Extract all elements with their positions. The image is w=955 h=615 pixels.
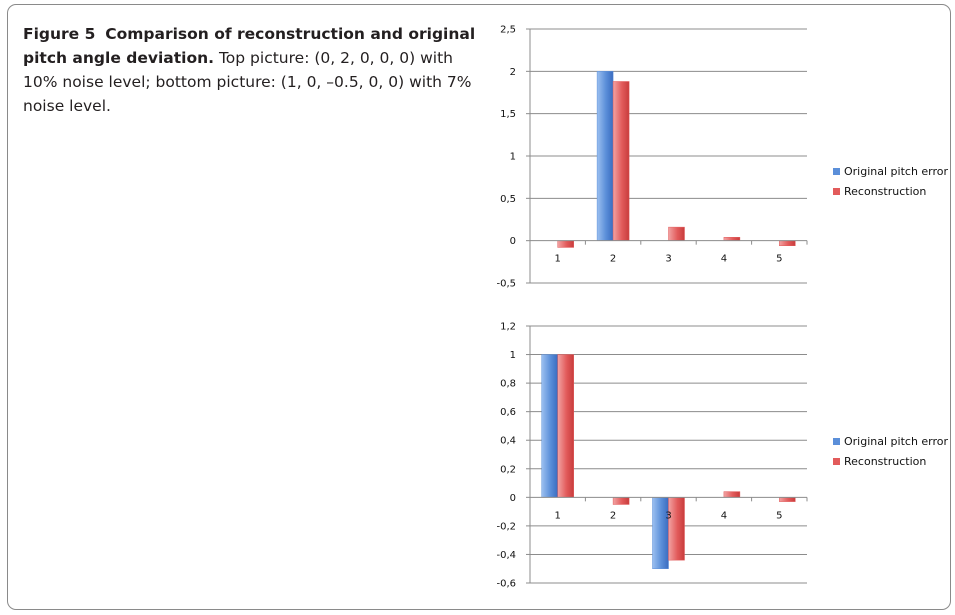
y-tick-label: 1,5 [500,109,516,120]
figure-caption: Figure 5 Comparison of reconstruction an… [23,22,478,118]
x-tick-label: 4 [721,510,727,521]
legend-item-reconstruction: Reconstruction [833,181,948,201]
y-tick-label: 0 [510,236,516,247]
legend-swatch-original [833,437,840,445]
bar-original-3 [652,497,669,569]
figure-label: Figure 5 [23,25,96,43]
y-tick-label: 2,5 [500,25,516,36]
legend-label-reconstruction: Reconstruction [844,184,927,198]
top-chart-legend: Original pitch error Reconstruction [833,161,948,201]
bar-original-1 [541,354,558,498]
x-tick-label: 1 [555,510,561,521]
x-tick-label: 1 [555,254,561,265]
bottom-chart: 1,2 1 0,8 0,6 0,4 0,2 0 -0,2 -0,4 -0,6 1 2 3 4 5 [496,322,808,590]
x-tick-label: 4 [721,254,727,265]
bar-reconstruction-1 [557,240,574,248]
bar-reconstruction-1 [557,354,574,498]
y-tick-label: 2 [510,67,516,78]
x-tick-label: 5 [776,254,782,265]
y-tick-label: 1 [510,152,516,163]
legend-item-original: Original pitch error [833,431,948,451]
y-tick-label: -0,5 [496,279,516,290]
y-tick-label: 0,6 [500,407,516,418]
x-tick-label: 5 [776,510,782,521]
figure-caption-text: Top picture: (0, 2, 0, 0, 0) with 10% no… [23,49,472,115]
y-tick-label: 0 [510,493,516,504]
legend-label-reconstruction: Reconstruction [844,454,927,468]
y-tick-label: 1,2 [500,322,516,333]
bar-reconstruction-2 [612,497,630,505]
bar-reconstruction-2 [612,81,630,241]
bar-reconstruction-4 [723,491,741,498]
bar-reconstruction-5 [779,240,796,246]
y-tick-label: 0,5 [500,194,516,205]
x-tick-label: 2 [610,254,616,265]
legend-label-original: Original pitch error [844,164,949,178]
y-tick-label: 0,2 [500,464,516,475]
legend-item-original: Original pitch error [833,161,948,181]
legend-swatch-original [833,167,840,175]
y-tick-label: -0,4 [496,550,516,561]
y-tick-label: 0,4 [500,436,516,447]
bar-reconstruction-4 [723,237,741,241]
figure-frame [7,4,951,610]
x-tick-label: 2 [610,510,616,521]
x-tick-label: 3 [665,510,671,521]
top-chart: 2,5 2 1,5 1 0,5 0 -0,5 1 2 3 4 5 [496,25,808,290]
legend-label-original: Original pitch error [844,434,949,448]
y-tick-label: 0,8 [500,379,516,390]
legend-swatch-reconstruction [833,457,840,465]
y-tick-label: 1 [510,350,516,361]
bottom-chart-legend: Original pitch error Reconstruction [833,431,948,471]
bar-reconstruction-3 [668,497,685,561]
y-tick-label: -0,2 [496,521,516,532]
bar-original-2 [596,71,614,241]
legend-item-reconstruction: Reconstruction [833,451,948,471]
bar-reconstruction-3 [668,226,685,241]
y-tick-label: -0,6 [496,579,516,590]
bar-reconstruction-5 [779,497,796,502]
legend-swatch-reconstruction [833,187,840,195]
figure-title: Comparison of reconstruction and origina… [23,25,476,67]
x-tick-label: 3 [665,254,671,265]
